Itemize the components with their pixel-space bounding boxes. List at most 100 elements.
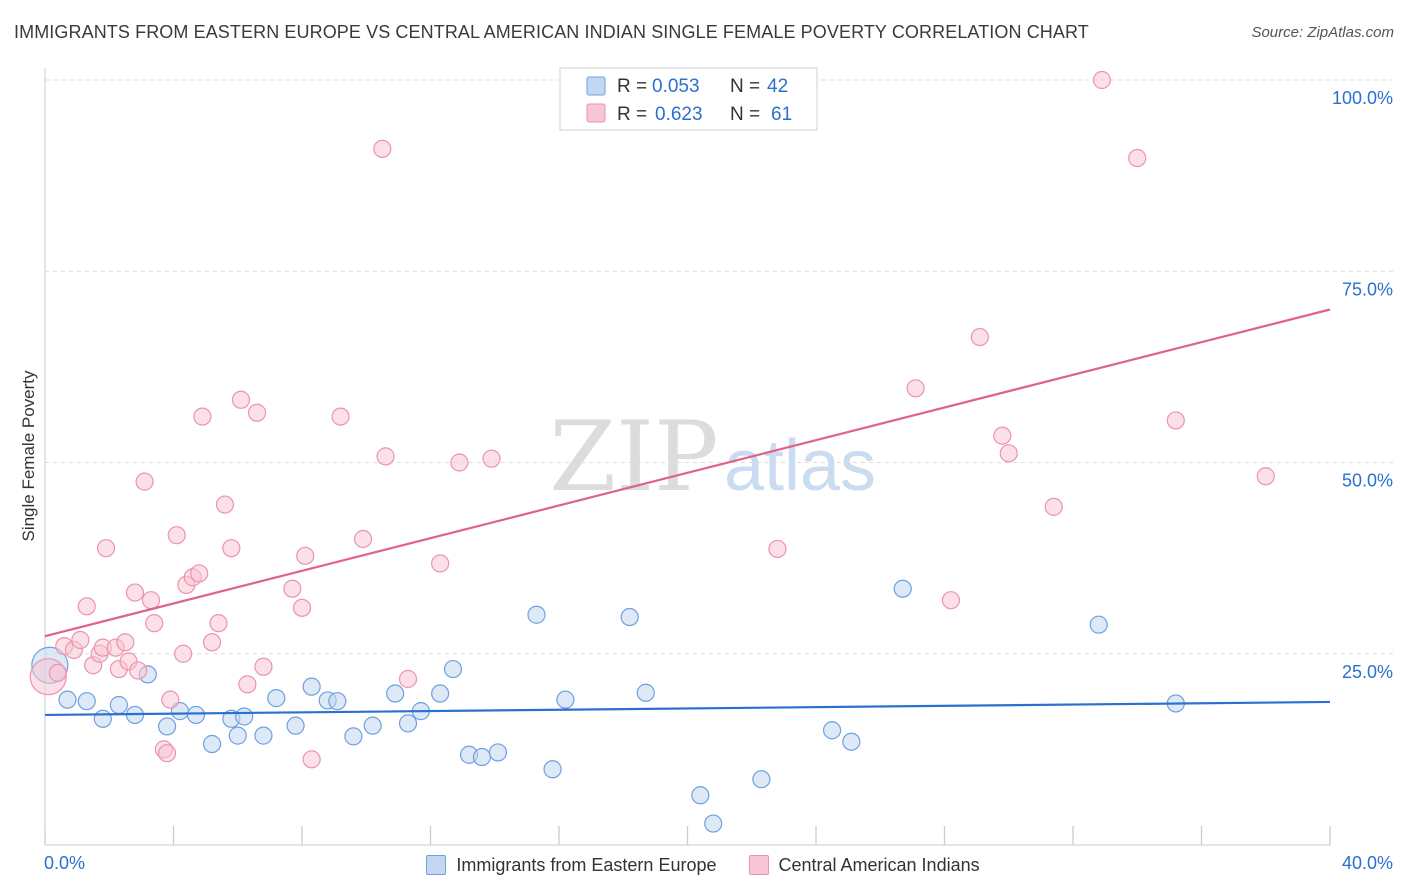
point-central-american-indians <box>202 633 222 652</box>
point-central-american-indians <box>482 449 501 468</box>
stats-legend: R = 0.053 N = 42 R = 0.623 N = 61 <box>559 67 818 131</box>
point-central-american-indians <box>157 744 177 763</box>
point-central-american-indians <box>283 579 302 598</box>
legend-r-value-eastern-europe: 0.053 <box>652 76 700 97</box>
point-eastern-europe <box>472 747 491 767</box>
point-central-american-indians <box>116 633 135 652</box>
point-eastern-europe <box>386 684 405 703</box>
point-central-american-indians <box>373 139 392 158</box>
point-central-american-indians <box>254 657 273 676</box>
trend-lines <box>44 308 1331 717</box>
trend-line-central-american-indians <box>44 308 1331 638</box>
point-eastern-europe <box>186 705 206 725</box>
point-central-american-indians <box>161 690 180 709</box>
point-eastern-europe <box>842 732 861 751</box>
point-eastern-europe <box>235 707 254 726</box>
source-label: Source: ZipAtlas.com <box>1251 24 1394 41</box>
point-eastern-europe <box>109 695 128 715</box>
point-eastern-europe <box>543 760 562 779</box>
point-central-american-indians <box>1166 411 1185 430</box>
point-central-american-indians <box>238 675 257 694</box>
point-central-american-indians <box>141 591 161 610</box>
legend-n-value-eastern-europe: 42 <box>767 76 788 97</box>
legend-item-swatch-eastern-europe <box>426 855 447 875</box>
point-eastern-europe <box>202 734 222 754</box>
point-central-american-indians <box>129 661 148 680</box>
point-central-american-indians <box>145 614 164 633</box>
watermark: ZIP atlas <box>549 401 876 513</box>
point-central-american-indians <box>296 546 315 565</box>
point-central-american-indians <box>398 669 418 689</box>
point-central-american-indians <box>376 447 395 466</box>
point-eastern-europe <box>556 690 575 709</box>
point-eastern-europe <box>267 689 286 708</box>
x-tick-label: 0.0% <box>44 853 85 873</box>
point-central-american-indians <box>77 597 96 616</box>
legend-item-eastern-europe: Immigrants from Eastern Europe <box>426 854 717 876</box>
point-eastern-europe <box>328 692 347 711</box>
y-tick-label: 25.0% <box>1342 662 1393 682</box>
point-eastern-europe <box>620 607 639 627</box>
data-points <box>29 70 1275 833</box>
point-central-american-indians <box>167 526 186 545</box>
point-eastern-europe <box>636 683 655 702</box>
legend-item-label-eastern-europe: Immigrants from Eastern Europe <box>456 854 717 875</box>
point-central-american-indians <box>125 583 145 602</box>
point-central-american-indians <box>1044 497 1063 516</box>
legend-r-label-central-american-indians: R = <box>617 104 647 125</box>
legend-swatch-central-american-indians <box>586 103 606 123</box>
point-central-american-indians <box>1128 148 1147 168</box>
point-eastern-europe <box>704 814 723 833</box>
legend-n-label-eastern-europe: N = <box>730 76 760 97</box>
point-central-american-indians <box>331 407 350 426</box>
point-central-american-indians <box>431 554 450 573</box>
point-central-american-indians <box>209 614 228 633</box>
point-central-american-indians <box>174 644 193 663</box>
point-central-american-indians <box>302 750 321 769</box>
point-central-american-indians <box>941 591 961 610</box>
y-tick-label: 75.0% <box>1342 279 1393 299</box>
legend-item-central-american-indians: Central American Indians <box>748 855 980 876</box>
point-eastern-europe <box>488 743 508 762</box>
point-central-american-indians <box>999 444 1018 463</box>
point-central-american-indians <box>1256 467 1275 486</box>
point-eastern-europe <box>398 714 418 733</box>
point-central-american-indians <box>768 539 787 559</box>
point-eastern-europe <box>157 717 177 736</box>
watermark-zip: ZIP <box>549 401 718 513</box>
point-central-american-indians <box>1092 70 1112 90</box>
point-eastern-europe <box>1089 615 1108 634</box>
legend-swatch-eastern-europe <box>586 76 606 96</box>
point-eastern-europe <box>752 770 771 789</box>
legend-n-value-central-american-indians: 61 <box>771 104 792 125</box>
grid-lines <box>45 79 1393 655</box>
point-eastern-europe <box>77 692 96 711</box>
point-central-american-indians <box>190 564 209 583</box>
point-central-american-indians <box>353 529 373 549</box>
legend-r-value-central-american-indians: 0.623 <box>655 104 703 125</box>
point-eastern-europe <box>431 684 450 703</box>
point-central-american-indians <box>292 598 312 617</box>
trend-line-eastern-europe <box>44 700 1331 717</box>
point-central-american-indians <box>231 390 251 409</box>
point-central-american-indians <box>993 426 1012 445</box>
point-eastern-europe <box>822 721 842 740</box>
legend-item-swatch-central-american-indians <box>748 855 769 875</box>
tick-labels: 100.0% 75.0% 50.0% 25.0% 0.0% 40.0% <box>44 88 1393 873</box>
point-eastern-europe <box>228 726 247 745</box>
point-central-american-indians <box>135 472 154 491</box>
y-tick-label: 100.0% <box>1332 88 1393 108</box>
point-central-american-indians <box>48 663 67 682</box>
point-eastern-europe <box>893 579 912 598</box>
point-eastern-europe <box>302 677 321 696</box>
point-eastern-europe <box>93 709 112 728</box>
y-tick-label: 50.0% <box>1342 471 1393 491</box>
legend-r-label-eastern-europe: R = <box>617 76 647 97</box>
axes <box>44 68 1331 846</box>
chart-title: IMMIGRANTS FROM EASTERN EUROPE VS CENTRA… <box>14 22 1089 42</box>
point-eastern-europe <box>527 605 546 624</box>
point-eastern-europe <box>344 727 363 746</box>
point-eastern-europe <box>286 716 305 735</box>
point-eastern-europe <box>443 659 463 679</box>
